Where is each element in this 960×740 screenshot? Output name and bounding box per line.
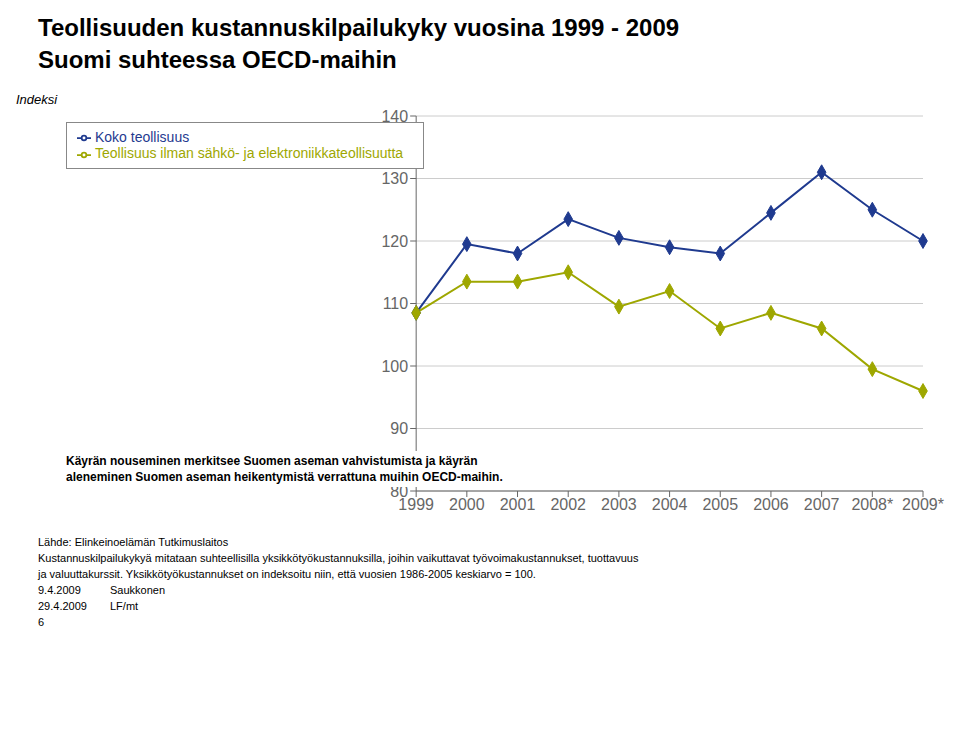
svg-text:2003: 2003 bbox=[601, 496, 637, 513]
html-text:29.4.2009: 29.4.2009 bbox=[38, 600, 87, 612]
svg-text:90: 90 bbox=[390, 420, 408, 437]
svg-text:1999: 1999 bbox=[398, 496, 434, 514]
svg-text:2008*: 2008* bbox=[851, 496, 893, 513]
html-text:Saukkonen: Saukkonen bbox=[110, 584, 165, 596]
html-text:Lähde: Elinkeinoelämän Tutkimu: Lähde: Elinkeinoelämän Tutkimuslaitos bbox=[38, 536, 229, 548]
svg-text:140: 140 bbox=[381, 108, 408, 125]
html-text:aleneminen Suomen aseman heike: aleneminen Suomen aseman heikentymistä v… bbox=[66, 470, 503, 484]
html-text:Kustannuskilpailukykyä mitataa: Kustannuskilpailukykyä mitataan suhteell… bbox=[38, 552, 639, 564]
svg-text:80: 80 bbox=[390, 482, 409, 500]
svg-text:110: 110 bbox=[383, 295, 409, 312]
svg-text:2006: 2006 bbox=[753, 496, 789, 513]
html-text:LF/mt: LF/mt bbox=[110, 600, 139, 612]
html-text:Suomi suhteessa OECD-maihin: Suomi suhteessa OECD-maihin bbox=[38, 46, 397, 73]
html-text:Teollisuuden kustannuskilpailu: Teollisuuden kustannuskilpailukyky vuosi… bbox=[38, 14, 680, 41]
svg-text:2002: 2002 bbox=[550, 496, 586, 513]
html-text:Koko teollisuus: Koko teollisuus bbox=[95, 129, 190, 145]
html-text:ja valuuttakurssit. Yksikkötyö: ja valuuttakurssit. Yksikkötyökustannuks… bbox=[38, 568, 536, 580]
svg-text:120: 120 bbox=[381, 233, 408, 250]
html-text:6: 6 bbox=[38, 616, 45, 628]
svg-text:130: 130 bbox=[381, 170, 408, 187]
svg-text:2000: 2000 bbox=[449, 496, 485, 513]
svg-text:100: 100 bbox=[381, 358, 408, 375]
svg-text:2009*: 2009* bbox=[902, 496, 944, 513]
html-text:Indeksi: Indeksi bbox=[16, 92, 58, 107]
html-text:Käyrän nouseminen merkitsee Su: Käyrän nouseminen merkitsee Suomen asema… bbox=[66, 454, 478, 468]
html-text:9.4.2009: 9.4.2009 bbox=[38, 584, 81, 596]
svg-text:2004: 2004 bbox=[652, 496, 688, 513]
svg-text:2005: 2005 bbox=[702, 496, 738, 513]
svg-text:2001: 2001 bbox=[500, 496, 536, 513]
svg-text:2007: 2007 bbox=[804, 496, 840, 513]
html-text:Teollisuus ilman sähkö- ja ele: Teollisuus ilman sähkö- ja elektroniikka… bbox=[95, 145, 404, 162]
